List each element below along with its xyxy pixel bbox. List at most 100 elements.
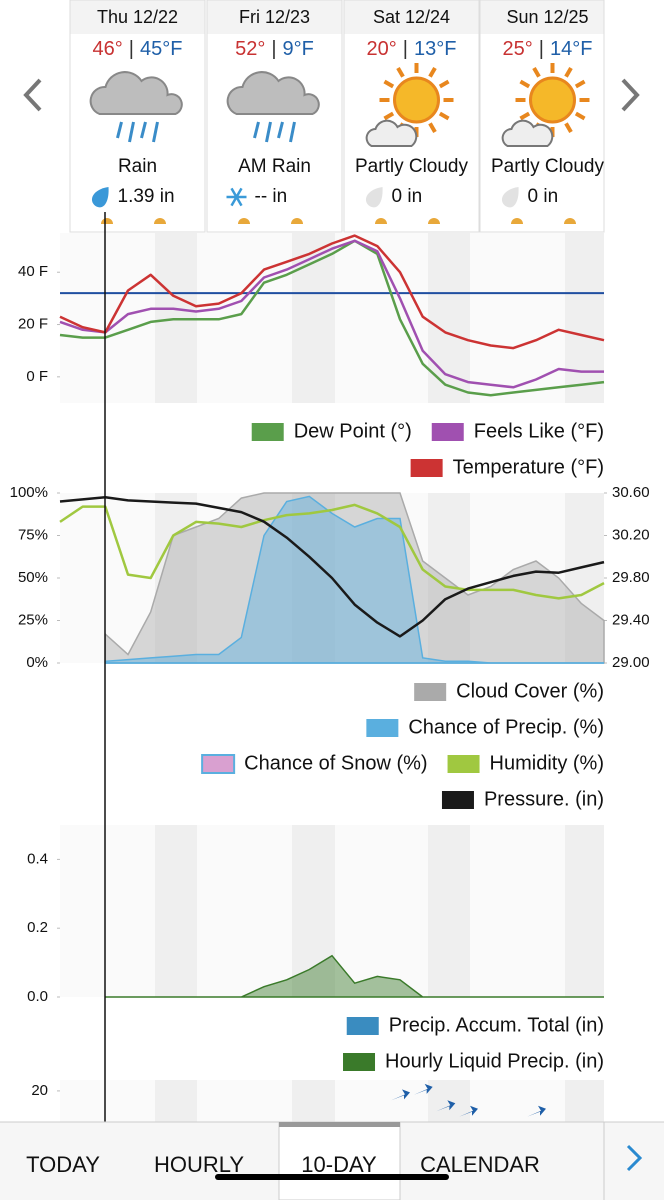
rain-drop (253, 121, 260, 139)
rain-drop (289, 121, 296, 143)
tab-label[interactable]: CALENDAR (420, 1152, 540, 1177)
legend-swatch (251, 423, 284, 441)
separator: | (129, 38, 134, 60)
day-temps: 20° | 13°F (367, 38, 457, 60)
day-condition: Partly Cloudy (355, 156, 468, 177)
legend-label: Hourly Liquid Precip. (in) (385, 1050, 604, 1072)
y-tick-label: 0.2 (27, 919, 48, 936)
small-cloud (501, 119, 554, 147)
legend-swatch (431, 423, 464, 441)
day-card[interactable]: Sun 12/25 25° | 14°F Partly Cloudy 0 in (479, 0, 605, 233)
selected-tab-indicator (279, 1122, 400, 1127)
y2-tick-label: 29.40 (612, 611, 650, 628)
card-header (480, 0, 604, 34)
legend-label: Chance of Precip. (%) (408, 716, 604, 738)
sun-ray (564, 66, 573, 78)
cloud-icon (89, 71, 183, 115)
card-border (69, 0, 206, 233)
sun-moon-mark (428, 218, 440, 224)
snowflake (230, 187, 243, 207)
sun-ray (396, 66, 405, 78)
card-border (206, 0, 343, 233)
wind-arrow (436, 1100, 456, 1112)
day-temps: 25° | 14°F (503, 38, 593, 60)
series-area (105, 954, 604, 998)
wind-arrow (391, 1089, 410, 1101)
legend-label: Feels Like (°F) (474, 420, 604, 442)
legend-swatch (201, 754, 236, 774)
legend-swatch (441, 791, 474, 809)
day-precip: -- in (255, 186, 288, 207)
high-temp: 46° (93, 38, 123, 60)
sun-ray (438, 79, 450, 89)
y2-tick-label: 30.20 (612, 526, 650, 543)
series-line (59, 496, 605, 638)
high-temp: 52° (235, 38, 265, 60)
legend-label: Temperature (°F) (453, 456, 604, 478)
night-band (428, 233, 470, 403)
night-band (565, 825, 604, 997)
day-cards: Thu 12/22 46° | 45°F Rain 1.39 in Fri 12/23 52°… (60, 0, 605, 233)
sun-moon-mark (101, 218, 113, 224)
y-tick-label: 0.4 (27, 850, 48, 867)
legend-swatch (410, 459, 443, 477)
next-arrow[interactable] (621, 78, 640, 112)
day-date: Sun 12/25 (506, 7, 588, 27)
rain-drop (152, 121, 159, 143)
day-precip: 1.39 in (118, 186, 175, 207)
prev-arrow[interactable] (23, 78, 42, 112)
y-tick-label: 75% (18, 526, 48, 543)
tab-label[interactable]: 10-DAY (301, 1152, 377, 1177)
y-tick-label: 40 F (18, 263, 48, 280)
day-precip: 0 in (392, 186, 423, 207)
wind-arrow (527, 1105, 546, 1117)
series-line (59, 234, 605, 350)
legend-label: Dew Point (°) (294, 420, 412, 442)
y-tick-label: 20 (31, 1082, 48, 1099)
sun-icon (529, 76, 576, 124)
sun-moon-mark (511, 218, 523, 224)
rain-drop (128, 121, 135, 143)
legend-label: Pressure. (in) (484, 788, 604, 810)
y-tick-label: 0% (26, 654, 48, 671)
day-card[interactable]: Sat 12/24 20° | 13°F Partly Cloudy 0 in (343, 0, 480, 233)
night-band (428, 825, 470, 997)
y2-tick-label: 30.60 (612, 484, 650, 501)
day-condition: Rain (118, 156, 157, 177)
legend-swatch (414, 683, 447, 701)
day-date: Sat 12/24 (373, 7, 450, 27)
legend-swatch (346, 1017, 379, 1035)
sun-ray (532, 66, 541, 78)
series-line (59, 239, 604, 389)
day-condition: AM Rain (238, 156, 311, 177)
day-card[interactable]: Fri 12/23 52° | 9°F AM Rain -- in (206, 0, 343, 233)
y-tick-label: 50% (18, 569, 48, 586)
day-date: Fri 12/23 (239, 7, 310, 27)
separator: | (539, 38, 544, 60)
legend-label: Cloud Cover (%) (456, 680, 604, 702)
sun-ray (383, 79, 395, 89)
tab-label[interactable]: TODAY (26, 1152, 100, 1177)
sun-moon-mark (564, 218, 576, 224)
series-line (59, 239, 605, 397)
separator: | (403, 38, 408, 60)
legend-label: Humidity (%) (490, 752, 604, 774)
day-card[interactable]: Thu 12/22 46° | 45°F Rain 1.39 in (69, 0, 206, 233)
card-border (479, 0, 605, 233)
tab-label[interactable]: HOURLY (154, 1152, 244, 1177)
wind-arrow (459, 1105, 478, 1117)
sun-moon-mark (375, 218, 387, 224)
legend-label: Precip. Accum. Total (in) (389, 1014, 604, 1036)
tab-more-arrow[interactable] (626, 1144, 643, 1172)
y-tick-label: 0.0 (27, 988, 48, 1005)
card-header (70, 0, 205, 34)
chart: 100% 75% 50% 25% 0% 30.60 30.20 29.80 29.40 29.00… (10, 484, 650, 810)
chart: 0.4 0.2 0.0 Precip. Accum. Total (in) Hourly… (27, 825, 604, 1072)
wind-arrow (413, 1083, 433, 1095)
night-band (155, 825, 197, 997)
legend-swatch (343, 1053, 376, 1071)
low-temp: 9°F (283, 38, 314, 60)
chart: 40 F 20 F 0 F Feels Like (°F) Dew Point (°) T… (18, 233, 605, 478)
drop-icon (501, 187, 519, 208)
